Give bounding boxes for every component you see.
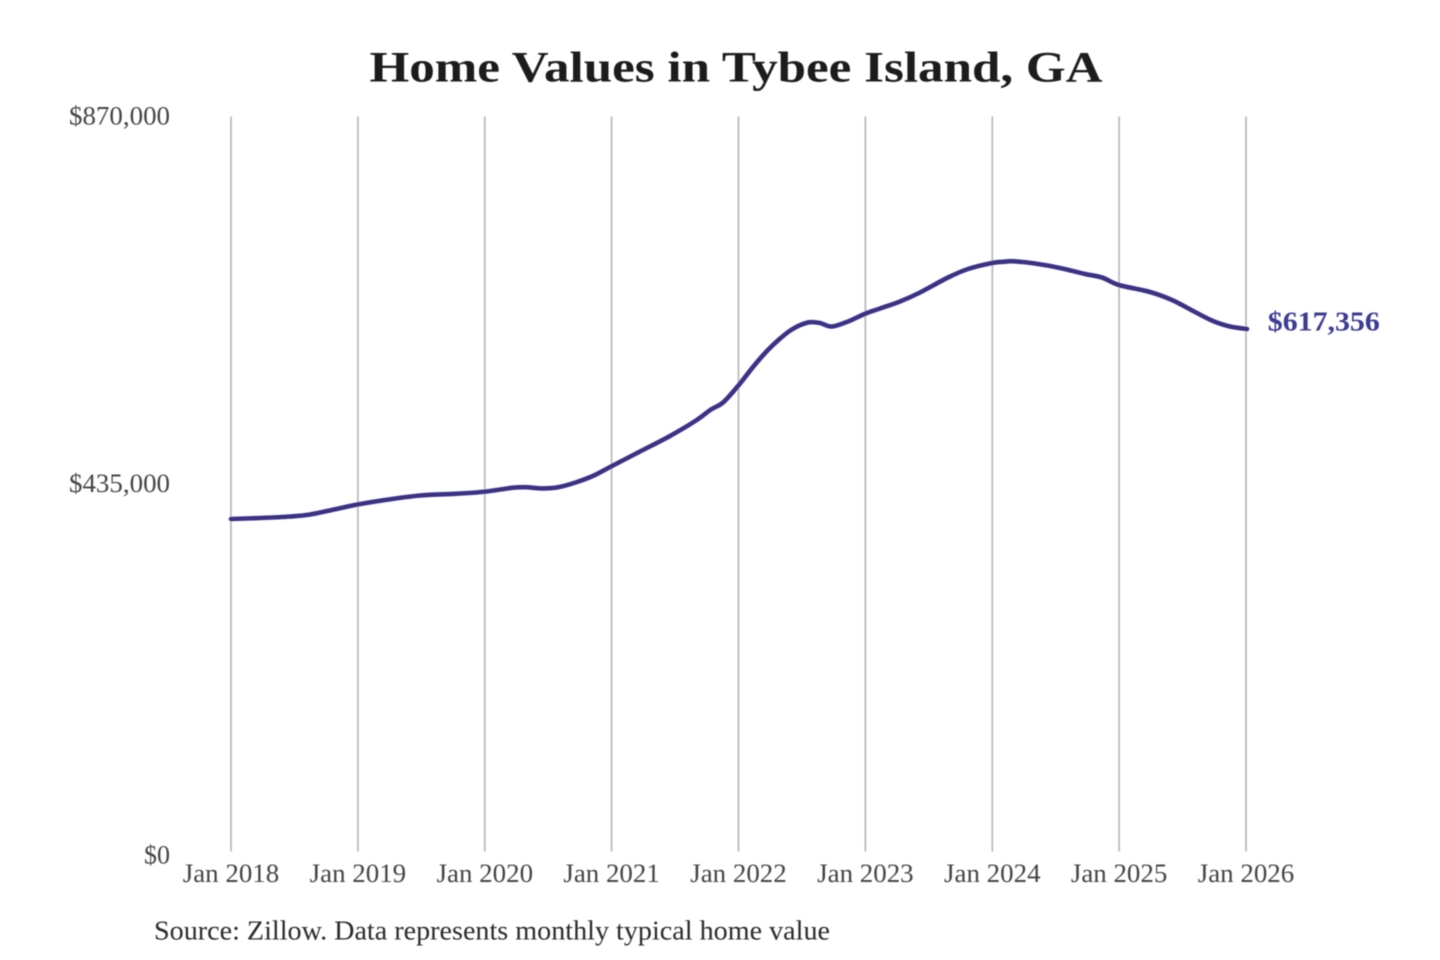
svg-text:Jan 2022: Jan 2022 bbox=[690, 859, 787, 888]
svg-text:$617,356: $617,356 bbox=[1268, 306, 1380, 336]
svg-text:Home Values in Tybee Island, G: Home Values in Tybee Island, GA bbox=[370, 45, 1103, 92]
svg-text:Jan 2019: Jan 2019 bbox=[310, 859, 407, 888]
svg-text:$0: $0 bbox=[144, 841, 170, 870]
svg-text:Jan 2018: Jan 2018 bbox=[183, 859, 280, 888]
svg-text:Jan 2023: Jan 2023 bbox=[817, 859, 914, 888]
svg-text:Jan 2024: Jan 2024 bbox=[944, 859, 1041, 888]
svg-text:$870,000: $870,000 bbox=[69, 102, 170, 131]
svg-text:Jan 2025: Jan 2025 bbox=[1071, 859, 1168, 888]
svg-text:Source: Zillow. Data represent: Source: Zillow. Data represents monthly … bbox=[154, 916, 830, 946]
svg-text:Jan 2020: Jan 2020 bbox=[437, 859, 534, 888]
svg-text:Jan 2026: Jan 2026 bbox=[1198, 859, 1295, 888]
svg-text:$435,000: $435,000 bbox=[69, 469, 170, 498]
svg-text:Jan 2021: Jan 2021 bbox=[563, 859, 660, 888]
